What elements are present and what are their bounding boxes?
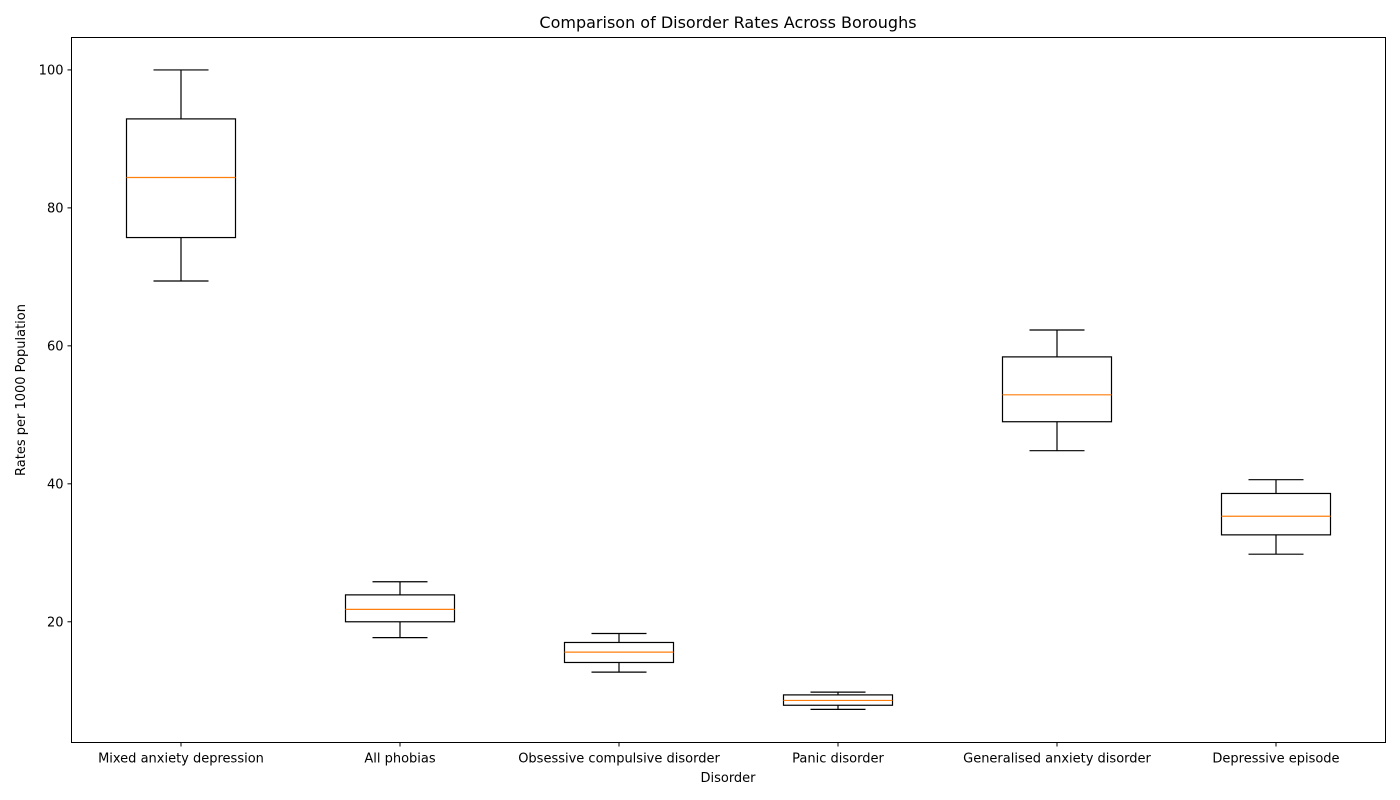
iqr-box (1001, 356, 1113, 423)
x-tick-label: All phobias (364, 752, 436, 767)
y-tick-label: 60 (47, 339, 64, 354)
chart-title: Comparison of Disorder Rates Across Boro… (539, 13, 916, 32)
x-tick-label: Mixed anxiety depression (98, 752, 264, 767)
y-tick-label: 100 (39, 63, 64, 78)
x-tick-label: Obsessive compulsive disorder (518, 752, 720, 767)
iqr-box (344, 594, 456, 623)
x-axis-label: Disorder (700, 771, 756, 786)
y-tick-label: 20 (47, 615, 64, 630)
y-axis-label: Rates per 1000 Population (14, 304, 29, 476)
y-tick-label: 40 (47, 477, 64, 492)
x-tick-label: Generalised anxiety disorder (963, 752, 1151, 767)
x-tick-label: Depressive episode (1212, 752, 1339, 767)
plot-area: 20 40 60 80 100 Mixed anxiety depression All p… (39, 63, 1340, 766)
iqr-box (1220, 492, 1332, 536)
x-tick-label: Panic disorder (792, 752, 884, 767)
y-tick-label: 80 (47, 201, 64, 216)
plot-frame (71, 37, 1386, 743)
iqr-box (125, 118, 237, 239)
